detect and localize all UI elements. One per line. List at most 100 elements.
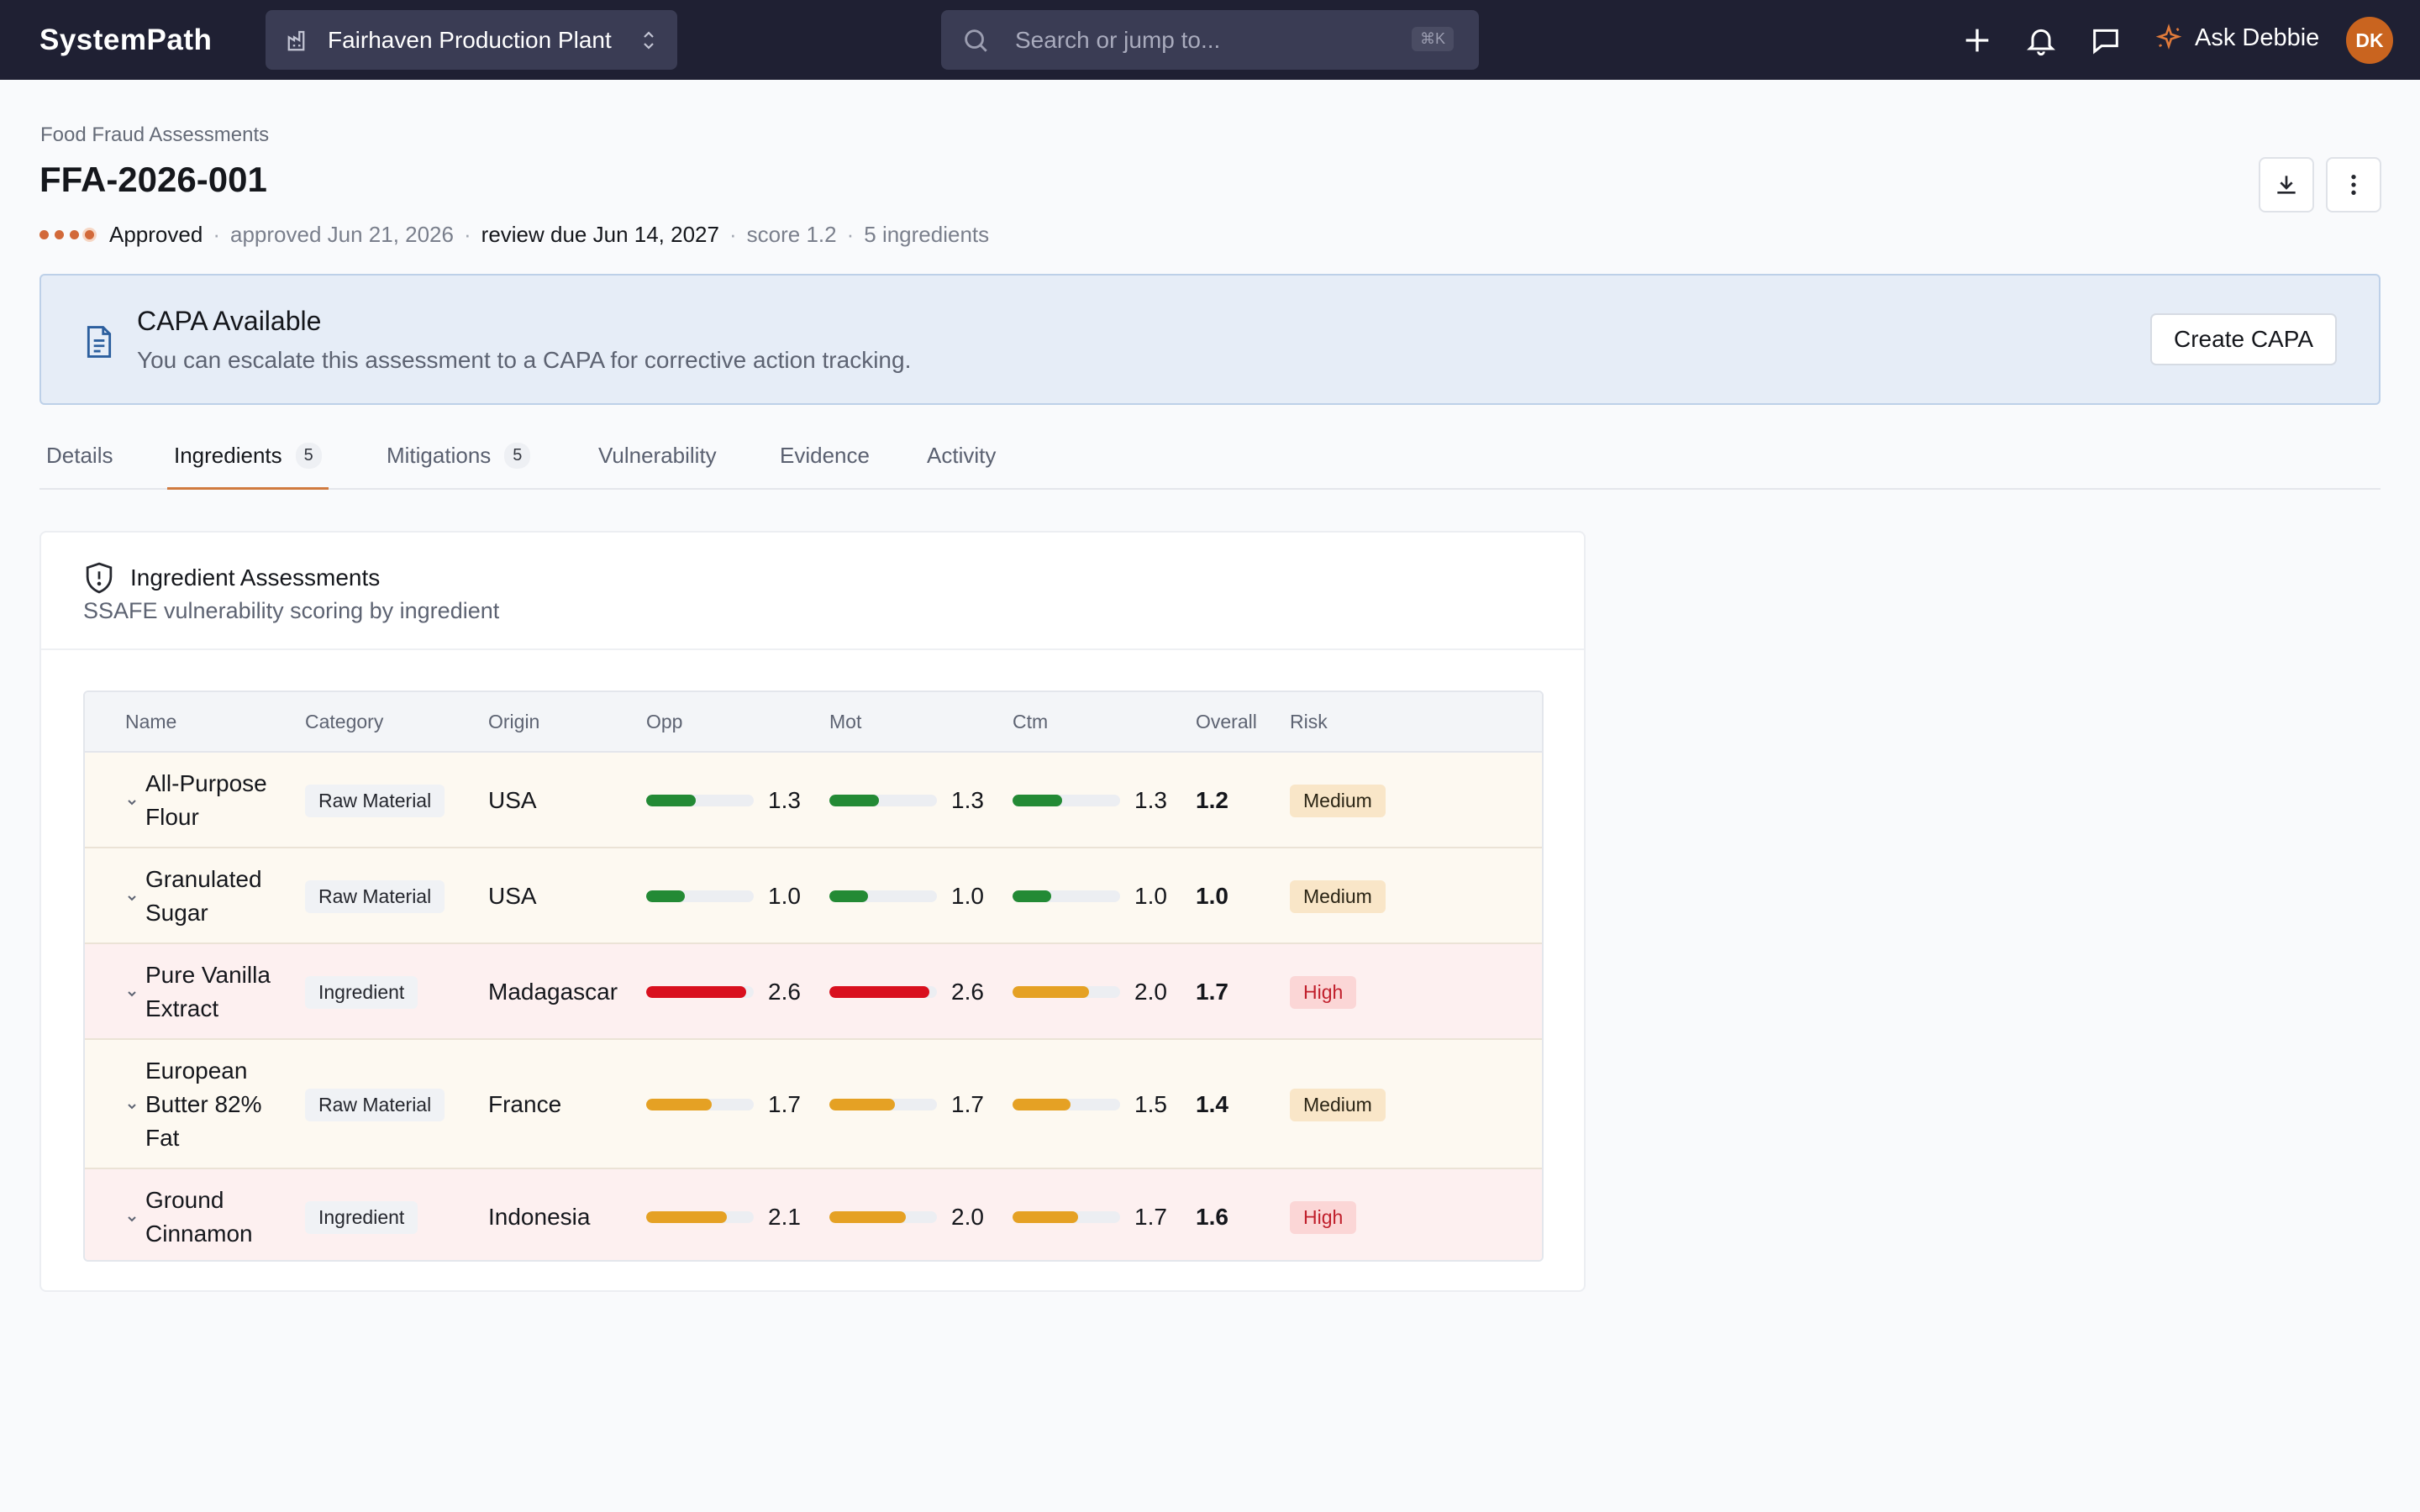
overall-score: 1.6	[1196, 1204, 1228, 1230]
column-header-category[interactable]: Category	[305, 711, 384, 732]
mot-score-value: 1.0	[951, 883, 984, 909]
chevron-down-icon[interactable]	[125, 1101, 139, 1111]
user-avatar[interactable]: DK	[2346, 17, 2393, 64]
plus-icon[interactable]	[1960, 24, 1994, 57]
status-label: Approved	[109, 222, 203, 247]
opp-score-bar	[646, 890, 754, 902]
page-title: FFA-2026-001	[39, 160, 267, 199]
tab-vulnerability[interactable]: Vulnerability	[598, 443, 717, 490]
opp-score-value: 1.0	[768, 883, 801, 909]
opp-score-fill	[646, 1099, 712, 1110]
column-header-mot[interactable]: Mot	[829, 711, 862, 732]
tab-label: Evidence	[780, 443, 870, 468]
mot-score-value: 2.6	[951, 979, 984, 1005]
category-badge: Raw Material	[305, 1089, 445, 1121]
table-header: Name Category Origin Opp Mot Ctm Overall…	[85, 692, 1542, 753]
chevron-up-down-icon	[644, 31, 654, 50]
chevron-down-icon[interactable]	[125, 989, 139, 999]
plant-selector[interactable]: Fairhaven Production Plant	[266, 10, 677, 70]
chevron-down-icon[interactable]	[125, 797, 139, 807]
plant-name: Fairhaven Production Plant	[328, 26, 612, 53]
overall-score: 1.2	[1196, 787, 1228, 813]
ctm-score-fill	[1013, 890, 1051, 902]
app-logo[interactable]: SystemPath	[39, 24, 213, 56]
mot-score-bar	[829, 1099, 937, 1110]
column-header-opp[interactable]: Opp	[646, 711, 683, 732]
capa-title: CAPA Available	[137, 306, 322, 336]
opp-score-bar	[646, 1099, 754, 1110]
ingredients-count: 5 ingredients	[864, 222, 990, 247]
table-row[interactable]: Granulated Sugar Raw Material USA 1.0 1.0 1.0…	[85, 848, 1542, 944]
ask-debbie-button[interactable]: Ask Debbie	[2154, 24, 2319, 52]
more-actions-button[interactable]	[2326, 157, 2381, 213]
table-row[interactable]: Ground Cinnamon Ingredient Indonesia 2.1 2.0…	[85, 1169, 1542, 1260]
opp-score-value: 2.6	[768, 979, 801, 1005]
breadcrumb[interactable]: Food Fraud Assessments	[40, 123, 270, 146]
assessment-score: score 1.2	[746, 222, 837, 247]
ctm-score-fill	[1013, 1099, 1071, 1110]
chevron-down-icon[interactable]	[125, 1214, 139, 1224]
column-header-overall[interactable]: Overall	[1196, 711, 1257, 732]
download-button[interactable]	[2259, 157, 2314, 213]
card-subtitle: SSAFE vulnerability scoring by ingredien…	[83, 598, 500, 623]
opp-score-fill	[646, 890, 685, 902]
category-badge: Raw Material	[305, 880, 445, 913]
global-search-input[interactable]: Search or jump to... ⌘K	[941, 10, 1479, 70]
more-vertical-icon	[2351, 175, 2356, 195]
origin-text: France	[488, 1091, 562, 1117]
ingredient-name: Pure Vanilla Extract	[145, 962, 271, 1021]
assessment-meta: Approved · approved Jun 21, 2026 · revie…	[39, 222, 989, 248]
tab-mitigations[interactable]: Mitigations 5	[387, 443, 531, 490]
risk-badge: High	[1290, 1201, 1357, 1234]
shield-alert-icon	[86, 562, 113, 594]
ctm-score-value: 1.0	[1134, 883, 1167, 909]
overall-score: 1.7	[1196, 979, 1228, 1005]
review-due-date: review due Jun 14, 2027	[481, 222, 719, 247]
opp-score-fill	[646, 986, 746, 998]
table-row[interactable]: European Butter 82% Fat Raw Material Franc…	[85, 1040, 1542, 1169]
tab-ingredients[interactable]: Ingredients 5	[167, 443, 329, 490]
tab-activity[interactable]: Activity	[927, 443, 996, 490]
ctm-score-bar	[1013, 986, 1120, 998]
mot-score-bar	[829, 1211, 937, 1223]
ctm-score-fill	[1013, 795, 1063, 806]
ingredient-assessments-card: Ingredient Assessments SSAFE vulnerabili…	[39, 531, 1586, 1292]
column-header-risk[interactable]: Risk	[1290, 711, 1328, 732]
tab-evidence[interactable]: Evidence	[780, 443, 870, 490]
ctm-score-fill	[1013, 986, 1090, 998]
mot-score-fill	[829, 1211, 907, 1223]
opp-score-value: 1.3	[768, 787, 801, 813]
mot-score-bar	[829, 986, 937, 998]
chevron-down-icon[interactable]	[125, 893, 139, 903]
category-badge: Ingredient	[305, 976, 418, 1009]
overall-score: 1.0	[1196, 883, 1228, 909]
risk-badge: Medium	[1290, 1089, 1386, 1121]
column-header-name[interactable]: Name	[125, 711, 177, 732]
opp-score-bar	[646, 795, 754, 806]
tab-bar: Details Ingredients 5 Mitigations 5 Vuln…	[39, 424, 2381, 490]
column-header-origin[interactable]: Origin	[488, 711, 540, 732]
column-header-ctm[interactable]: Ctm	[1013, 711, 1049, 732]
create-capa-button[interactable]: Create CAPA	[2150, 313, 2337, 365]
search-icon	[965, 29, 987, 52]
mot-score-fill	[829, 986, 929, 998]
tab-label: Activity	[927, 443, 997, 468]
card-header: Ingredient Assessments SSAFE vulnerabili…	[41, 533, 1584, 650]
mot-score-bar	[829, 890, 937, 902]
mot-score-fill	[829, 795, 880, 806]
tab-details[interactable]: Details	[46, 443, 113, 490]
table-row[interactable]: All-Purpose Flour Raw Material USA 1.3 1.3 1.…	[85, 753, 1542, 848]
ctm-score-value: 1.5	[1134, 1091, 1167, 1117]
opp-score-bar	[646, 986, 754, 998]
sparkle-icon	[2155, 24, 2182, 50]
factory-icon	[287, 30, 305, 50]
table-row[interactable]: Pure Vanilla Extract Ingredient Madagascar…	[85, 944, 1542, 1040]
tab-label: Mitigations	[387, 443, 492, 468]
mot-score-fill	[829, 890, 868, 902]
bell-icon[interactable]	[2024, 24, 2058, 57]
origin-text: USA	[488, 883, 537, 909]
tab-count-badge: 5	[504, 443, 531, 469]
mot-score-value: 1.3	[951, 787, 984, 813]
chat-icon[interactable]	[2089, 24, 2123, 57]
ingredient-name: European Butter 82% Fat	[145, 1058, 262, 1151]
